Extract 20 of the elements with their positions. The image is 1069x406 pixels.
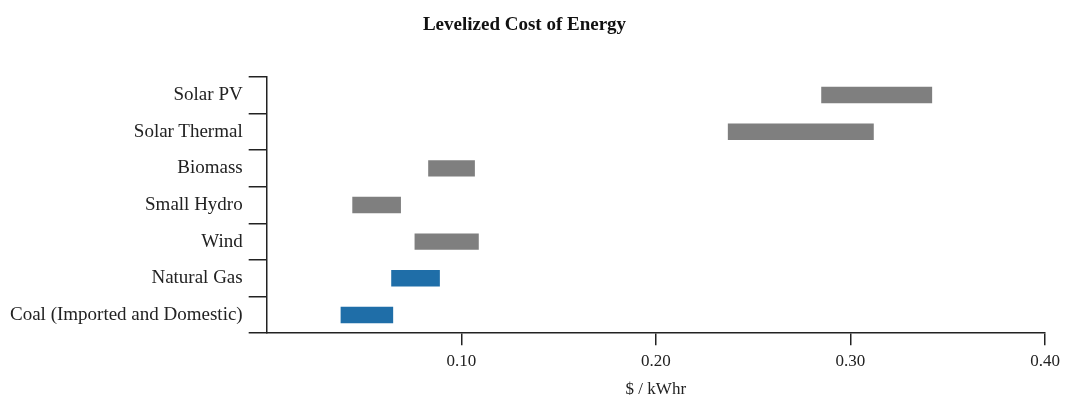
x-tick-label: 0.40: [1030, 350, 1060, 370]
y-tick-label: Natural Gas: [151, 266, 243, 288]
y-tick-label: Solar PV: [173, 83, 243, 105]
bar: [428, 160, 475, 177]
x-axis-title: $ / kWhr: [625, 379, 687, 399]
x-tick-label: 0.10: [446, 350, 477, 370]
y-tick-label: Small Hydro: [145, 192, 243, 214]
y-tick-label: Coal (Imported and Domestic): [10, 302, 243, 325]
bar: [391, 270, 440, 287]
bar: [352, 196, 401, 214]
y-tick-label: Wind: [201, 229, 244, 251]
chart-title: Levelized Cost of Energy: [422, 13, 627, 35]
bar: [727, 123, 874, 140]
y-tick-label: Biomass: [177, 156, 243, 178]
x-tick-label: 0.30: [835, 350, 866, 370]
y-tick-label: Solar Thermal: [133, 119, 243, 141]
bar: [340, 306, 394, 324]
bar: [414, 233, 479, 250]
x-tick-label: 0.20: [640, 350, 671, 370]
bar: [821, 86, 933, 104]
